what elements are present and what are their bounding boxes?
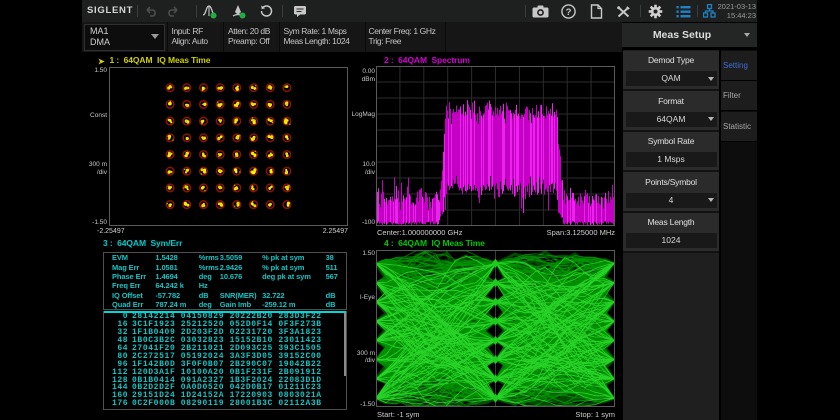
svg-text:?: ? xyxy=(566,7,572,18)
